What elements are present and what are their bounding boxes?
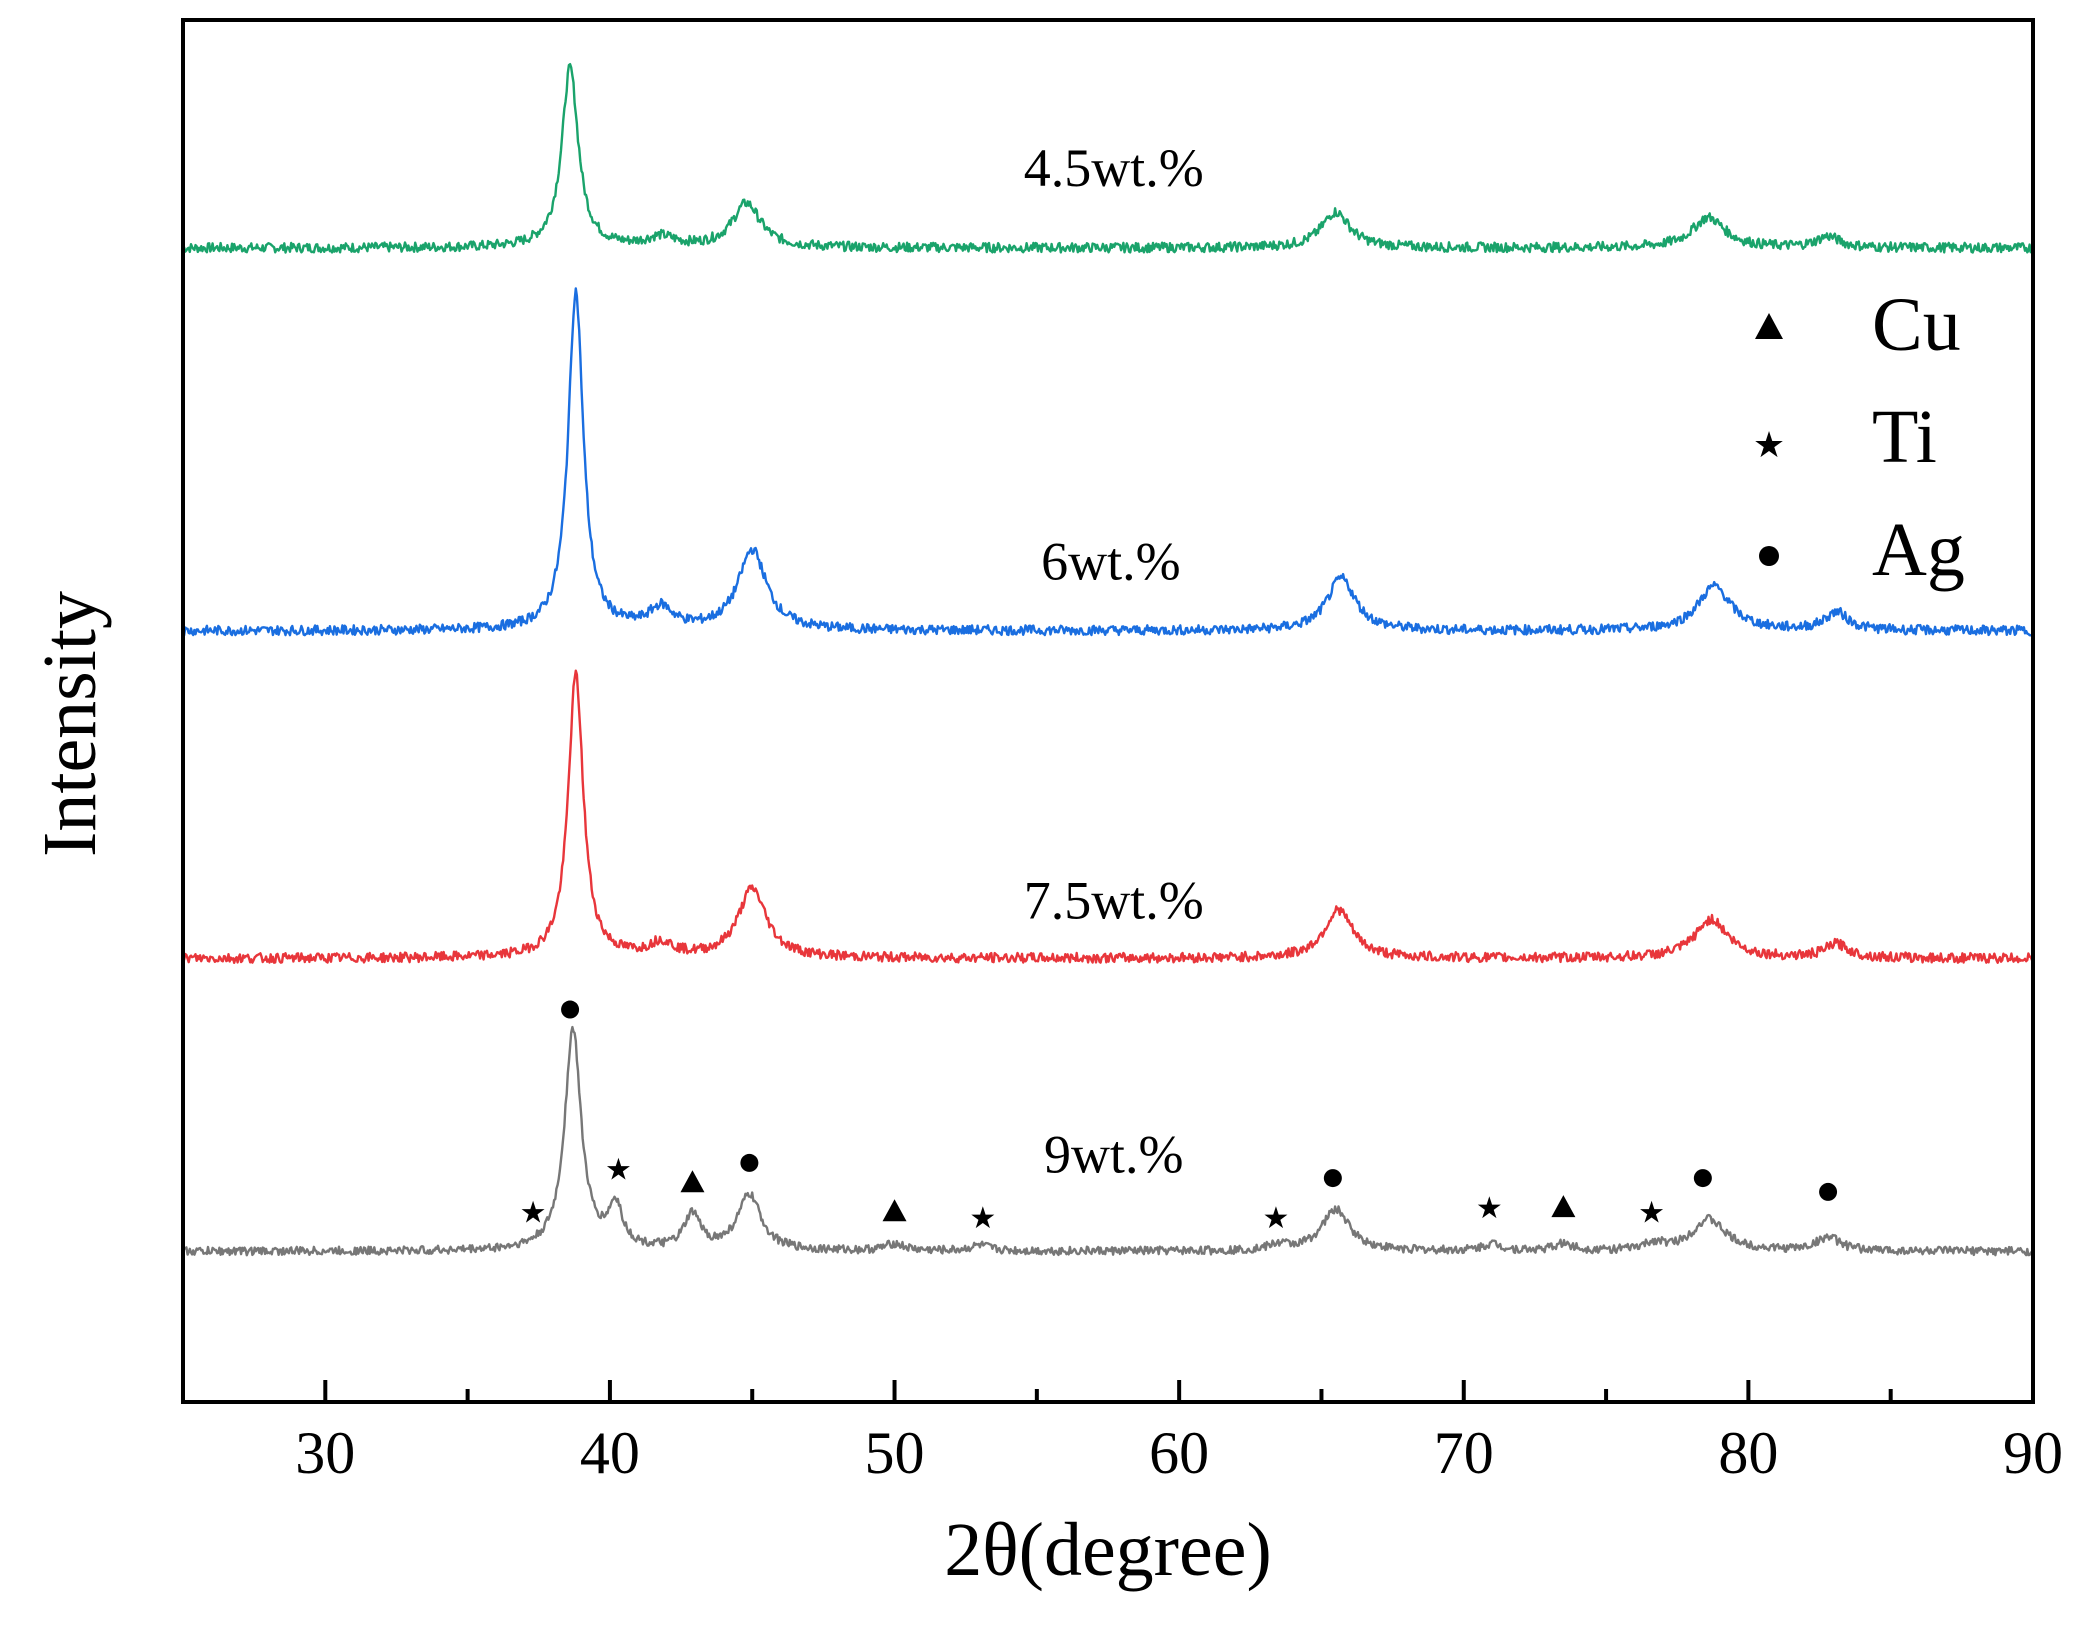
- phase-marker-ti-star-icon-7: ★: [1262, 1201, 1289, 1236]
- plot-frame: [181, 18, 2035, 1404]
- series-label-6wt: 6wt.%: [1041, 532, 1180, 592]
- legend-ti-star-icon: ★: [1753, 425, 1785, 466]
- phase-marker-cu-triangle-icon-3: [680, 1170, 705, 1193]
- phase-marker-ti-star-icon-6: ★: [969, 1201, 996, 1236]
- x-tick-label-30: 30: [295, 1420, 355, 1486]
- phase-marker-ag-circle-icon-12: [1693, 1169, 1712, 1188]
- x-tick-label-40: 40: [580, 1420, 640, 1486]
- x-tick-label-60: 60: [1149, 1420, 1209, 1486]
- phase-marker-cu-triangle-icon-10: [1551, 1195, 1576, 1218]
- x-tick-label-80: 80: [1718, 1420, 1778, 1486]
- phase-markers: ★ ★ ★ ★ ★ ★: [520, 1000, 1838, 1236]
- series-label-7-5wt: 7.5wt.%: [1024, 870, 1204, 930]
- phase-marker-ag-circle-icon-0: [561, 1000, 580, 1019]
- legend-label-ag: Ag: [1872, 508, 1965, 592]
- phase-marker-ti-star-icon-2: ★: [605, 1152, 632, 1187]
- series-label-4-5wt: 4.5wt.%: [1024, 138, 1204, 198]
- phase-marker-cu-triangle-icon-5: [882, 1199, 907, 1222]
- phase-marker-ag-circle-icon-13: [1819, 1182, 1838, 1201]
- y-axis-label: Intensity: [28, 591, 112, 857]
- x-tick-label-90: 90: [2003, 1420, 2063, 1486]
- x-axis-label: 2θ(degree): [944, 1508, 1272, 1592]
- x-axis-ticks: 30 40 50 60 70 80 90: [295, 1380, 2063, 1486]
- series-labels: 4.5wt.% 6wt.% 7.5wt.% 9wt.%: [1024, 138, 1204, 1185]
- phase-marker-ti-star-icon-1: ★: [520, 1195, 547, 1230]
- series-line-9wt: [182, 1025, 2035, 1257]
- series-label-9wt: 9wt.%: [1044, 1125, 1183, 1185]
- x-tick-label-50: 50: [865, 1420, 925, 1486]
- legend: Cu ★ Ti Ag: [1753, 283, 1965, 592]
- series-line-7-5wt: [181, 669, 2035, 964]
- phase-marker-ti-star-icon-11: ★: [1638, 1195, 1665, 1230]
- legend-cu-triangle-icon: [1755, 313, 1783, 339]
- phase-marker-ti-star-icon-9: ★: [1476, 1191, 1503, 1226]
- legend-ag-circle-icon: [1759, 546, 1779, 566]
- series-line-4-5wt: [182, 63, 2034, 254]
- series-traces: [181, 63, 2035, 1257]
- phase-marker-ag-circle-icon-8: [1323, 1169, 1342, 1188]
- legend-label-ti: Ti: [1872, 395, 1937, 479]
- x-tick-label-70: 70: [1434, 1420, 1494, 1486]
- series-line-6wt: [182, 287, 2035, 637]
- legend-label-cu: Cu: [1872, 283, 1961, 367]
- phase-marker-ag-circle-icon-4: [740, 1153, 759, 1172]
